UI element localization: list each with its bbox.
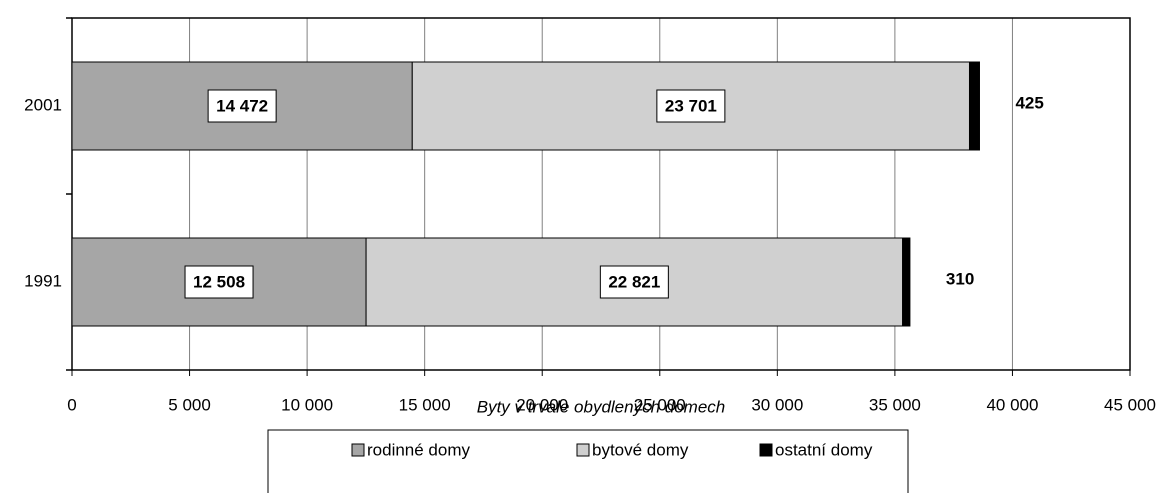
x-tick-label: 30 000: [751, 395, 803, 414]
legend-box: [267, 429, 909, 493]
bar-segment: [902, 237, 911, 327]
value-label: 425: [1015, 93, 1043, 112]
legend-label: rodinné domy: [367, 440, 471, 459]
value-label: 310: [946, 269, 974, 288]
y-tick-label: 2001: [24, 95, 62, 114]
value-label: 23 701: [665, 96, 717, 115]
x-tick-label: 45 000: [1104, 395, 1156, 414]
value-label-box: [656, 89, 726, 123]
x-tick-label: 10 000: [281, 395, 333, 414]
x-tick-label: 0: [67, 395, 76, 414]
value-label-box: [184, 265, 254, 299]
legend-label: bytové domy: [592, 440, 689, 459]
x-tick-label: 5 000: [168, 395, 211, 414]
value-label-box: [599, 265, 669, 299]
value-label-box: [207, 89, 277, 123]
legend-swatch: [759, 443, 773, 457]
legend-label: ostatní domy: [775, 440, 873, 459]
x-axis-label: Byty v trvale obydlených domech: [477, 397, 726, 416]
x-tick-label: 35 000: [869, 395, 921, 414]
y-tick-label: 1991: [24, 271, 62, 290]
x-tick-label: 20 000: [516, 395, 568, 414]
x-tick-label: 40 000: [986, 395, 1038, 414]
value-label: 14 472: [216, 96, 268, 115]
x-tick-label: 15 000: [399, 395, 451, 414]
value-label: 22 821: [608, 272, 660, 291]
legend-swatch: [576, 443, 590, 457]
bar-segment: [968, 61, 980, 151]
legend-swatch: [351, 443, 365, 457]
x-tick-label: 25 000: [634, 395, 686, 414]
value-label: 12 508: [193, 272, 245, 291]
